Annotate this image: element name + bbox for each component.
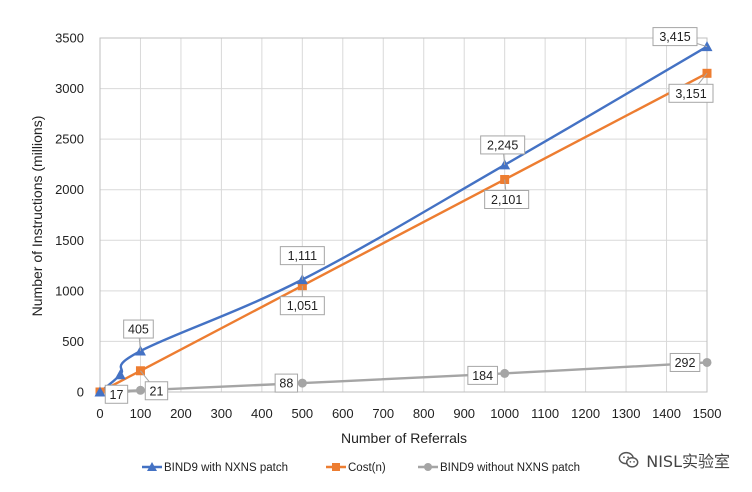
legend-swatch-marker xyxy=(424,463,432,471)
x-tick-label: 400 xyxy=(251,406,273,421)
watermark-text: NISL实验室 xyxy=(646,452,730,471)
y-tick-label: 2500 xyxy=(55,132,84,147)
data-label: 2,101 xyxy=(484,179,530,209)
data-label-box xyxy=(652,27,698,47)
x-tick-label: 600 xyxy=(332,406,354,421)
data-label: 184 xyxy=(467,365,505,385)
data-label: 292 xyxy=(669,352,707,372)
data-label: 3,151 xyxy=(668,72,714,103)
legend-label: BIND9 with NXNS patch xyxy=(164,462,288,474)
x-tick-label: 1400 xyxy=(652,406,681,421)
data-label-text: 292 xyxy=(675,356,696,370)
x-tick-label: 1000 xyxy=(490,406,519,421)
data-label-text: 21 xyxy=(150,384,164,398)
series-markers xyxy=(94,41,713,397)
data-label-text: 2,245 xyxy=(487,138,518,152)
data-labels: 405 1,111 2,245 3,415 21 1,051 2,101 3,151 17 88 1… xyxy=(104,27,714,404)
data-label-box xyxy=(279,296,325,316)
y-tick-label: 2000 xyxy=(55,182,84,197)
x-tick-label: 0 xyxy=(96,406,103,421)
data-label-box xyxy=(484,189,530,209)
grid xyxy=(99,37,708,393)
x-tick-label: 1500 xyxy=(693,406,722,421)
x-tick-label: 300 xyxy=(211,406,233,421)
series-0-point xyxy=(114,369,126,380)
data-label-box xyxy=(467,365,498,385)
y-tick-label: 1500 xyxy=(55,233,84,248)
series-lines xyxy=(99,45,708,394)
data-label-text: 88 xyxy=(279,377,293,391)
x-tick-label: 700 xyxy=(372,406,394,421)
data-label: 3,415 xyxy=(652,27,708,48)
watermark: NISL实验室 xyxy=(618,448,730,472)
x-tick-label: 200 xyxy=(170,406,192,421)
data-label-box xyxy=(669,352,701,372)
legend-item: BIND9 without NXNS patch xyxy=(418,462,580,474)
data-label-text: 1,111 xyxy=(288,249,317,263)
data-label-box xyxy=(123,319,154,339)
series-0-point xyxy=(94,386,106,397)
data-label: 1,111 xyxy=(279,246,325,280)
data-label-text: 3,415 xyxy=(659,30,690,44)
data-label: 17 xyxy=(104,384,141,404)
data-label-box xyxy=(279,246,325,266)
data-label-text: 405 xyxy=(128,323,149,337)
axes: 0 500 1000 1500 2000 2500 3000 3500 0 100 200 300 40… xyxy=(55,31,721,422)
data-label: 2,245 xyxy=(480,135,526,165)
legend: BIND9 with NXNS patch Cost(n) BIND9 withou… xyxy=(142,462,580,474)
legend-item: Cost(n) xyxy=(326,462,386,474)
legend-label: Cost(n) xyxy=(348,462,386,474)
data-label-text: 184 xyxy=(472,369,493,383)
x-tick-label: 1200 xyxy=(571,406,600,421)
x-tick-label: 1300 xyxy=(612,406,641,421)
x-tick-label: 1100 xyxy=(531,406,559,421)
series-2-line xyxy=(99,361,708,394)
data-label: 1,051 xyxy=(279,285,325,316)
plot-area-border xyxy=(99,37,708,393)
y-tick-label: 1000 xyxy=(55,283,84,298)
x-tick-label: 100 xyxy=(130,406,152,421)
data-label-box xyxy=(144,381,169,401)
data-label-box xyxy=(104,384,129,404)
y-tick-label: 3500 xyxy=(55,31,84,46)
x-tick-label: 900 xyxy=(453,406,475,421)
legend-swatch-marker xyxy=(332,463,340,471)
data-label-text: 17 xyxy=(110,388,124,402)
x-tick-label: 800 xyxy=(413,406,435,421)
data-label-box xyxy=(274,373,299,393)
data-label-box xyxy=(480,135,526,155)
data-label-text: 2,101 xyxy=(491,193,522,207)
y-tick-label: 500 xyxy=(62,334,84,349)
data-label: 88 xyxy=(274,373,303,393)
series-0-line xyxy=(99,45,708,393)
y-tick-label: 0 xyxy=(77,385,84,400)
legend-item: BIND9 with NXNS patch xyxy=(142,462,288,474)
y-tick-label: 3000 xyxy=(55,81,84,96)
legend-label: BIND9 without NXNS patch xyxy=(440,462,580,474)
data-label: 405 xyxy=(123,319,154,352)
data-label-text: 1,051 xyxy=(287,299,318,313)
y-axis-title: Number of Instructions (millions) xyxy=(29,116,45,317)
x-tick-label: 500 xyxy=(291,406,313,421)
wechat-icon xyxy=(618,451,639,468)
x-axis-title: Number of Referrals xyxy=(341,430,467,446)
data-label: 21 xyxy=(140,370,169,401)
series-1-line xyxy=(99,72,708,394)
data-label-box xyxy=(668,83,714,103)
legend-swatch-marker xyxy=(147,462,157,471)
data-label-text: 3,151 xyxy=(675,87,706,101)
